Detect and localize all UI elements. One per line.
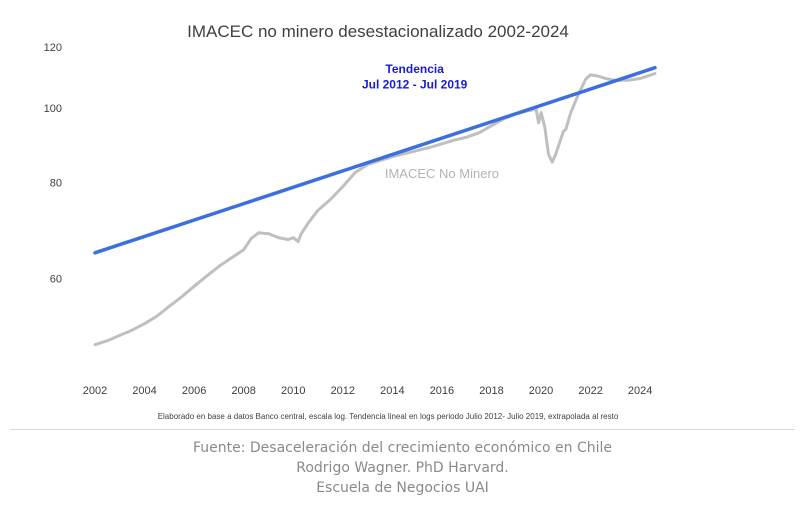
x-tick-label: 2020	[529, 385, 553, 397]
x-tick-label: 2006	[182, 385, 206, 397]
x-tick-label: 2022	[578, 385, 602, 397]
annotation-3: IMACEC No Minero	[385, 166, 499, 181]
x-tick-label: 2024	[628, 385, 652, 397]
series-layer	[93, 65, 657, 347]
x-tick-label: 2014	[380, 385, 404, 397]
x-tick-label: 2012	[331, 385, 355, 397]
footer-line-2: Rodrigo Wagner. PhD Harvard.	[296, 460, 509, 476]
footer-line-1: Fuente: Desaceleración del crecimiento e…	[192, 440, 613, 456]
y-tick-label: 120	[44, 42, 62, 54]
annotation-2: Jul 2012 - Jul 2019	[362, 77, 468, 91]
chart-title: IMACEC no minero desestacionalizado 2002…	[187, 22, 569, 41]
trend-line	[93, 65, 657, 255]
footer-line-3: Escuela de Negocios UAI	[316, 480, 489, 496]
chart-note: Elaborado en base a datos Banco central,…	[158, 412, 619, 421]
x-axis-ticks: 2002 2004 2006 2008 2010 2012 2014 2016 2018 2020…	[83, 385, 653, 397]
x-tick-label: 2008	[231, 385, 255, 397]
y-tick-label: 60	[50, 273, 62, 285]
y-axis-ticks: 60 80 100 120	[44, 42, 62, 285]
source-footer: Fuente: Desaceleración del crecimiento e…	[0, 438, 805, 498]
x-tick-label: 2018	[479, 385, 503, 397]
x-tick-label: 2002	[83, 385, 107, 397]
y-tick-label: 80	[50, 177, 62, 189]
x-tick-label: 2004	[132, 385, 156, 397]
x-tick-label: 2016	[430, 385, 454, 397]
x-tick-label: 2010	[281, 385, 305, 397]
imacec-line	[93, 72, 657, 347]
y-tick-label: 100	[44, 103, 62, 115]
annotation-1: Tendencia	[385, 62, 444, 76]
divider	[10, 429, 795, 430]
chart: IMACEC no minero desestacionalizado 2002…	[44, 22, 657, 421]
